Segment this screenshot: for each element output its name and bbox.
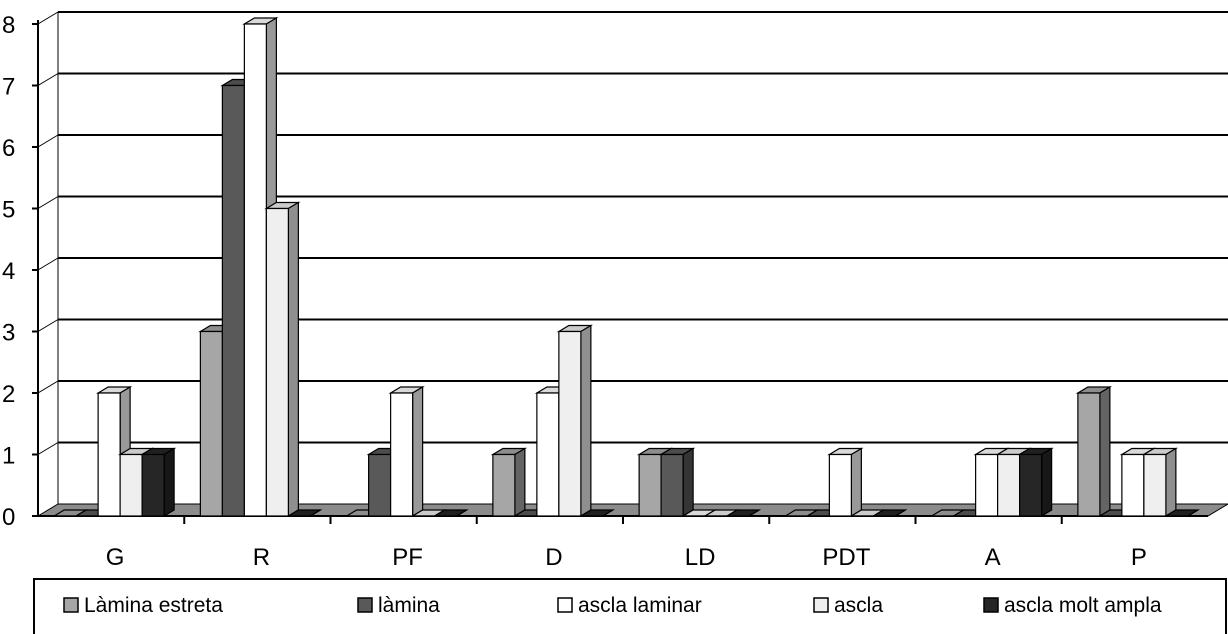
legend-label: Làmina estreta <box>84 594 223 617</box>
legend-swatch <box>357 597 373 613</box>
side-wall-gridline <box>37 134 59 148</box>
bar <box>556 324 594 518</box>
bar-side <box>850 447 862 518</box>
x-category-label: P <box>1131 544 1147 571</box>
y-tick-label: 4 <box>2 258 15 285</box>
legend-swatch <box>63 597 79 613</box>
legend-box <box>33 578 1227 634</box>
bar-front <box>1077 392 1101 517</box>
x-category-label: G <box>106 544 125 571</box>
bar-front <box>97 392 121 517</box>
bar-side <box>514 447 526 518</box>
bar-side <box>580 324 592 518</box>
bar-front <box>141 453 165 517</box>
bar <box>1017 447 1054 518</box>
legend-label: ascla molt ampla <box>1004 594 1162 617</box>
y-tick-label: 6 <box>2 135 15 162</box>
legend-swatch <box>983 597 999 613</box>
y-tick-label: 8 <box>2 12 15 39</box>
x-category-label: PF <box>392 544 423 571</box>
side-wall-gridline <box>37 73 59 86</box>
bar-front <box>1143 453 1167 517</box>
bar-front <box>221 84 245 517</box>
y-tick-label: 0 <box>2 504 15 531</box>
bar-side <box>1187 509 1199 517</box>
bar-front <box>265 207 289 517</box>
y-tick-label: 1 <box>2 443 15 470</box>
bar-front <box>492 453 516 517</box>
y-axis-ticks: 0 1 2 3 4 5 6 7 8 <box>2 12 15 531</box>
x-category-label: D <box>545 544 562 571</box>
legend-label: ascla laminar <box>578 594 702 617</box>
y-tick-label: 3 <box>2 320 15 347</box>
bars <box>51 16 1201 518</box>
bar-side <box>163 447 175 518</box>
bar-front <box>828 453 852 517</box>
bar-front <box>1019 453 1043 517</box>
bar <box>871 509 908 517</box>
bar-front <box>1121 453 1145 517</box>
bar <box>264 201 301 518</box>
bar-front <box>390 392 414 517</box>
bar-side <box>1041 447 1053 518</box>
bar-side <box>1165 447 1177 518</box>
legend-swatch <box>813 597 829 613</box>
x-category-label: A <box>985 544 1001 571</box>
bar-side <box>310 509 321 517</box>
bar <box>286 509 323 517</box>
legend-swatch <box>557 597 573 613</box>
bar <box>139 447 177 518</box>
bar <box>1075 385 1113 518</box>
bar-side <box>748 509 760 517</box>
side-wall-gridline <box>37 442 59 455</box>
bar <box>388 385 425 518</box>
bar-front <box>558 330 582 517</box>
bar <box>1141 447 1179 518</box>
x-category-label: LD <box>685 544 716 571</box>
y-tick-label: 7 <box>2 74 15 101</box>
bar <box>724 509 762 517</box>
bar <box>432 509 469 517</box>
bar <box>578 509 616 517</box>
bar-front <box>975 453 999 517</box>
bar <box>490 447 528 518</box>
bar-front <box>243 23 267 517</box>
bar-front <box>638 453 662 517</box>
side-wall-gridline <box>37 319 59 332</box>
side-wall-gridline <box>37 11 59 25</box>
legend: Làmina estreta làmina ascla laminar ascla as… <box>33 578 1227 634</box>
bar-side <box>682 447 694 518</box>
bar-front <box>660 453 684 517</box>
side-wall-gridline <box>37 380 59 394</box>
x-category-label: R <box>253 544 270 571</box>
bar-side <box>287 201 299 518</box>
bar-front <box>997 453 1021 517</box>
bar-front <box>536 392 560 517</box>
bar-side <box>602 509 614 517</box>
y-tick-label: 2 <box>2 381 15 408</box>
bar-front <box>119 453 143 517</box>
x-axis-categories: G R PF D LD PDT A P <box>106 544 1147 571</box>
bar-side <box>456 509 467 517</box>
side-wall-gridline <box>37 196 59 209</box>
y-tick-label: 5 <box>2 197 15 224</box>
bar-side <box>1099 385 1111 518</box>
bar-front <box>368 453 392 517</box>
bar-side <box>412 385 424 518</box>
bar <box>1163 509 1201 517</box>
bar <box>658 447 696 518</box>
x-category-label: PDT <box>822 544 870 571</box>
legend-label: làmina <box>378 594 440 617</box>
bar-front <box>199 330 223 517</box>
bar <box>827 447 864 518</box>
legend-label: ascla <box>834 594 883 617</box>
bar-side <box>895 509 906 517</box>
side-wall-gridline <box>37 257 59 271</box>
